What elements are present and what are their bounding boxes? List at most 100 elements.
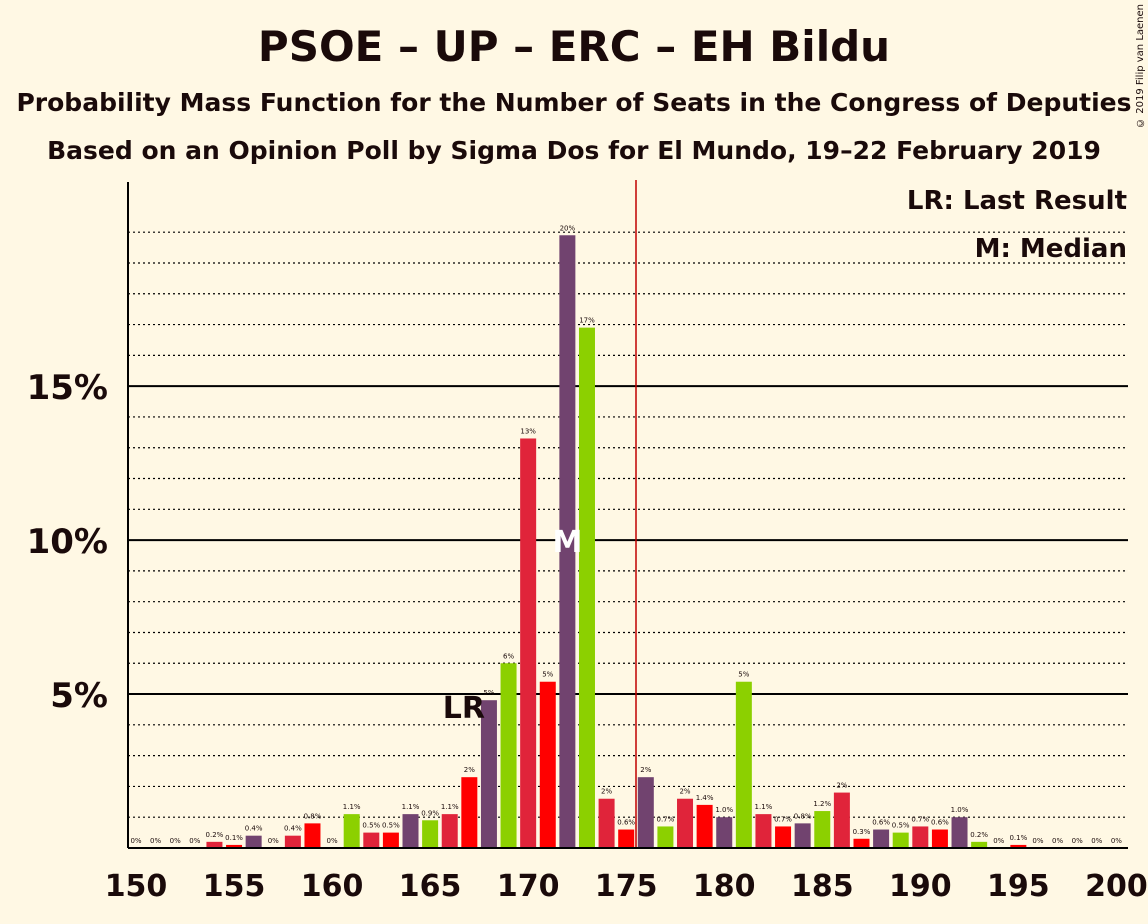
bar-seat-191 <box>931 829 948 848</box>
bar-value-label: 0.2% <box>206 831 224 839</box>
bar-value-label: 2% <box>679 788 690 796</box>
bar-seat-176 <box>637 777 654 848</box>
bar-seat-161 <box>343 814 360 848</box>
bar-value-label: 17% <box>579 317 595 325</box>
bar-seat-183 <box>775 826 792 848</box>
y-tick-label: 10% <box>27 522 108 562</box>
bar-value-label: 2% <box>640 766 651 774</box>
bar-value-label: 0.5% <box>382 822 400 830</box>
bar-seat-188 <box>873 829 890 848</box>
bar-value-label: 20% <box>560 224 576 232</box>
bar-value-label: 0% <box>993 837 1004 845</box>
bar-seat-184 <box>794 823 811 848</box>
bar-seat-186 <box>833 792 850 848</box>
bar-seat-173 <box>578 327 595 848</box>
bar-value-label: 0% <box>1072 837 1083 845</box>
x-tick-label: 155 <box>203 869 266 904</box>
bar-seat-179 <box>696 804 713 848</box>
y-tick-label: 5% <box>50 676 108 716</box>
bar-seat-182 <box>755 814 772 848</box>
bar-value-label: 5% <box>738 671 749 679</box>
bar-value-label: 6% <box>503 652 514 660</box>
last-result-marker: LR <box>443 691 485 726</box>
bar-value-label: 0.4% <box>284 825 302 833</box>
bar-seat-175 <box>618 829 635 848</box>
bar-value-label: 0.7% <box>911 815 929 823</box>
legend-entry: LR: Last Result <box>907 186 1127 216</box>
bar-seat-158 <box>284 835 301 848</box>
bar-value-label: 1.2% <box>813 800 831 808</box>
chart-title: PSOE – UP – ERC – EH Bildu <box>257 22 891 71</box>
bar-value-label: 0% <box>150 837 161 845</box>
bar-seat-167 <box>461 777 478 848</box>
legend-entry: M: Median <box>975 234 1127 264</box>
bar-value-label: 0.4% <box>245 825 263 833</box>
bar-value-label: 5% <box>483 689 494 697</box>
bar-seat-163 <box>382 832 399 848</box>
bar-value-label: 0.5% <box>362 822 380 830</box>
bar-value-label: 1.1% <box>755 803 773 811</box>
x-tick-label: 170 <box>497 869 560 904</box>
bar-seat-166 <box>441 814 458 848</box>
bar-value-label: 2% <box>836 782 847 790</box>
bar-seat-154 <box>206 841 223 848</box>
bar-seat-172 <box>559 235 576 848</box>
bar-value-label: 1.1% <box>402 803 420 811</box>
bar-value-label: 0% <box>189 837 200 845</box>
bar-value-label: 0.5% <box>892 822 910 830</box>
bar-seat-181 <box>735 681 752 848</box>
bar-seat-180 <box>716 817 733 848</box>
bar-seat-195 <box>1010 844 1027 848</box>
bar-value-label: 0.7% <box>657 815 675 823</box>
x-tick-label: 150 <box>105 869 168 904</box>
x-tick-label: 160 <box>301 869 364 904</box>
bar-value-label: 0.6% <box>931 819 949 827</box>
bar-seat-162 <box>363 832 380 848</box>
bar-seat-178 <box>677 798 694 848</box>
bar-value-label: 0.1% <box>225 834 243 842</box>
x-tick-label: 190 <box>889 869 952 904</box>
bar-value-label: 0.2% <box>970 831 988 839</box>
bar-value-label: 1.0% <box>951 806 969 814</box>
bar-seat-169 <box>500 663 517 848</box>
x-tick-label: 185 <box>791 869 854 904</box>
bar-value-label: 0% <box>327 837 338 845</box>
bar-value-label: 5% <box>542 671 553 679</box>
bar-value-label: 0.6% <box>872 819 890 827</box>
bar-value-label: 0% <box>1052 837 1063 845</box>
x-tick-label: 195 <box>987 869 1050 904</box>
chart-subtitle: Probability Mass Function for the Number… <box>16 88 1132 117</box>
bar-value-label: 0% <box>268 837 279 845</box>
bar-value-label: 0% <box>130 837 141 845</box>
x-tick-label: 180 <box>693 869 756 904</box>
bar-seat-168 <box>480 700 497 848</box>
bar-seat-177 <box>657 826 674 848</box>
bar-value-label: 0.8% <box>304 812 322 820</box>
bar-seat-156 <box>245 835 262 848</box>
bar-value-label: 0.8% <box>794 812 812 820</box>
bar-value-label: 0.6% <box>617 819 635 827</box>
median-marker: M <box>552 525 582 560</box>
bar-value-label: 1.0% <box>715 806 733 814</box>
bar-seat-187 <box>853 838 870 848</box>
bar-value-label: 0% <box>1032 837 1043 845</box>
chart-source: Based on an Opinion Poll by Sigma Dos fo… <box>47 136 1101 165</box>
bar-value-label: 1.4% <box>696 794 714 802</box>
bar-value-label: 0% <box>1111 837 1122 845</box>
bar-seat-192 <box>951 817 968 848</box>
bar-seat-159 <box>304 823 321 848</box>
bar-value-label: 0% <box>1091 837 1102 845</box>
bar-value-label: 0.9% <box>421 809 439 817</box>
bar-seat-165 <box>422 820 439 848</box>
x-tick-label: 165 <box>399 869 462 904</box>
bar-seat-164 <box>402 814 419 848</box>
bar-value-label: 0.3% <box>853 828 871 836</box>
x-tick-label: 200 <box>1085 869 1148 904</box>
bar-seat-174 <box>598 798 615 848</box>
bar-value-label: 1.1% <box>343 803 361 811</box>
bar-seat-171 <box>539 681 556 848</box>
bar-value-label: 0.1% <box>1009 834 1027 842</box>
bar-seat-193 <box>971 841 988 848</box>
bar-value-label: 13% <box>520 427 536 435</box>
